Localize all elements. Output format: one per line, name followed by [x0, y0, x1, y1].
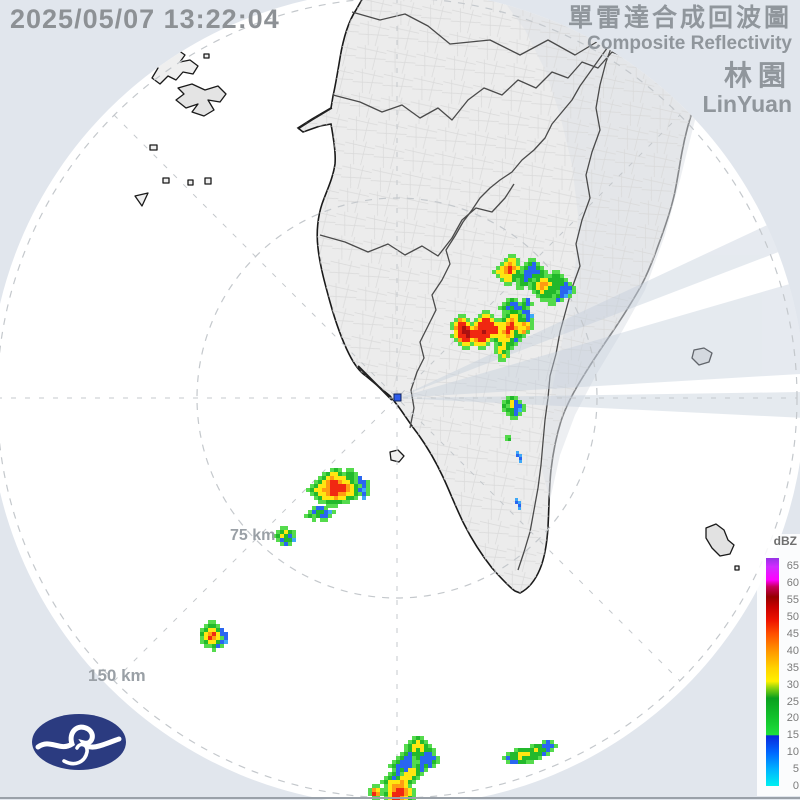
colorbar-tick: 30	[786, 678, 799, 691]
island-penghu-main	[175, 83, 227, 117]
station-name-en: LinYuan	[702, 91, 792, 117]
colorbar-tick: 50	[786, 611, 799, 624]
colorbar-tick: 20	[786, 712, 799, 725]
station-name-zh: 林園	[723, 60, 792, 91]
colorbar-tick: 55	[786, 594, 799, 607]
radar-site-marker	[393, 393, 402, 402]
colorbar: dBZ 65 60 55 50 45 40 35 30 25 20 15 10 5 0	[756, 534, 800, 798]
lagoon-spit	[297, 107, 333, 130]
range-label-150km: 150 km	[88, 666, 146, 685]
product-title-en: Composite Reflectivity	[587, 33, 792, 54]
taiwan-landmass	[296, 0, 728, 594]
island-lanyu	[705, 523, 735, 557]
island-qimei	[134, 192, 149, 207]
bottom-border	[0, 797, 800, 799]
product-title-zh: 單雷達合成回波圖	[567, 4, 792, 32]
colorbar-tick: 5	[792, 763, 799, 776]
colorbar-tick: 60	[786, 577, 799, 590]
colorbar-tick: 45	[786, 628, 799, 640]
colorbar-tick: 65	[786, 560, 799, 573]
echo-layer	[200, 254, 576, 800]
colorbar-tick: 40	[786, 644, 799, 657]
harbor-spit	[357, 365, 393, 401]
title-block: 單雷達合成回波圖 Composite Reflectivity 林園 LinYu…	[568, 4, 792, 116]
cwb-logo	[32, 714, 126, 770]
colorbar-tick: 10	[786, 746, 799, 759]
colorbar-tick: 35	[786, 661, 799, 674]
island-green-island	[691, 347, 713, 366]
colorbar-tick: 0	[792, 780, 799, 792]
colorbar-title: dBZ	[773, 534, 797, 548]
colorbar-tick: 15	[786, 729, 799, 742]
timestamp-label: 2025/05/07 13:22:04	[10, 4, 280, 34]
colorbar-gradient	[766, 558, 779, 786]
range-label-75km: 75 km	[230, 527, 276, 544]
colorbar-tick: 25	[786, 695, 799, 708]
